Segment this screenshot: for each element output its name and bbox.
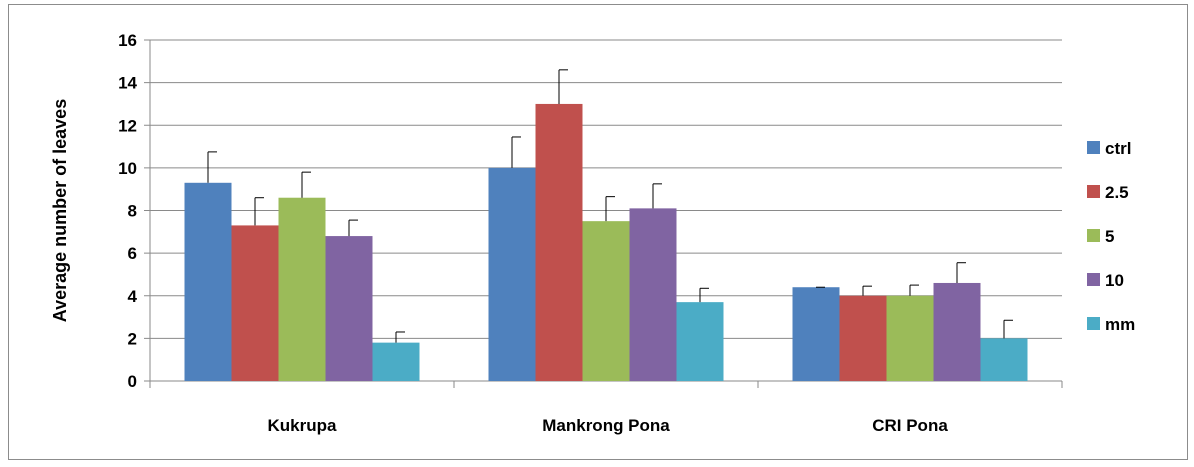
y-tick-label: 16 — [118, 31, 137, 50]
y-tick-label: 2 — [128, 329, 137, 348]
bar — [278, 197, 326, 381]
legend-label: mm — [1105, 315, 1135, 334]
legend-swatch — [1087, 317, 1100, 330]
legend-label: ctrl — [1105, 139, 1131, 158]
bar — [325, 236, 373, 381]
bar — [582, 221, 630, 381]
bar — [676, 302, 724, 381]
legend-swatch — [1087, 273, 1100, 286]
bar — [980, 338, 1028, 381]
bar — [372, 342, 420, 381]
legend-label: 2.5 — [1105, 183, 1129, 202]
bar — [231, 225, 279, 381]
legend-swatch — [1087, 141, 1100, 154]
y-tick-label: 12 — [118, 116, 137, 135]
y-tick-label: 6 — [128, 244, 137, 263]
y-tick-label: 0 — [128, 372, 137, 391]
y-tick-label: 10 — [118, 159, 137, 178]
bar — [488, 167, 536, 381]
bar — [792, 287, 840, 381]
bar — [184, 182, 232, 381]
legend-label: 10 — [1105, 271, 1124, 290]
bar — [839, 295, 887, 381]
bar — [629, 208, 677, 381]
bar — [933, 282, 981, 381]
legend-label: 5 — [1105, 227, 1114, 246]
bar — [535, 103, 583, 381]
x-tick-label: Mankrong Pona — [542, 416, 670, 435]
x-tick-label: Kukrupa — [268, 416, 338, 435]
y-tick-label: 8 — [128, 202, 137, 221]
bar — [886, 295, 934, 381]
y-axis-title: Average number of leaves — [50, 99, 70, 322]
x-tick-label: CRI Pona — [872, 416, 948, 435]
legend-swatch — [1087, 229, 1100, 242]
y-tick-label: 4 — [128, 287, 138, 306]
legend-swatch — [1087, 185, 1100, 198]
y-tick-label: 14 — [118, 74, 137, 93]
